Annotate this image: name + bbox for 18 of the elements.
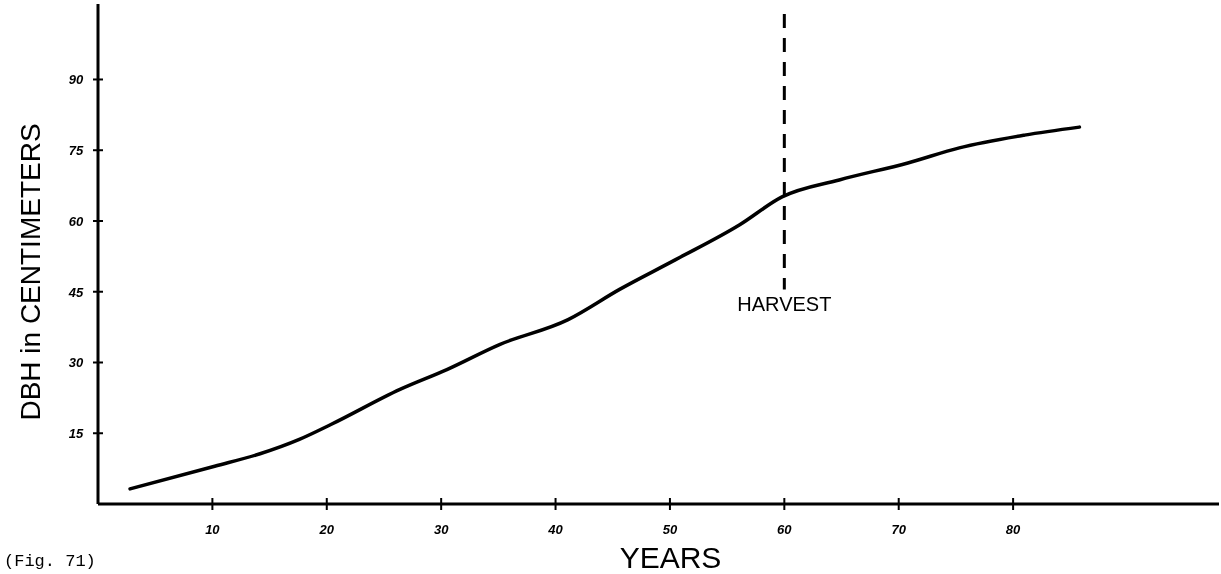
y-tick-label: 75 xyxy=(68,143,84,159)
text: (Fig. 71) xyxy=(4,552,96,571)
x-tick-label: 70 xyxy=(891,522,907,537)
x-tick-label: 20 xyxy=(318,522,335,537)
x-axis-title: YEARS xyxy=(619,541,722,574)
x-tick-label: 40 xyxy=(547,522,564,537)
y-tick-label: 45 xyxy=(67,284,84,300)
x-tick-label: 30 xyxy=(433,522,450,537)
x-tick-label: 50 xyxy=(662,522,678,537)
y-tick-label: 90 xyxy=(68,72,84,88)
x-tick-label: 60 xyxy=(777,522,793,537)
y-tick-label: 15 xyxy=(68,426,84,442)
y-tick-label: 60 xyxy=(68,213,84,229)
x-tick-label: 80 xyxy=(1005,522,1022,537)
ref-line-label: HARVEST xyxy=(737,292,832,315)
y-axis-title: DBH in CENTIMETERS xyxy=(15,123,46,421)
y-tick-label: 30 xyxy=(68,355,84,371)
x-tick-label: 10 xyxy=(205,522,221,537)
